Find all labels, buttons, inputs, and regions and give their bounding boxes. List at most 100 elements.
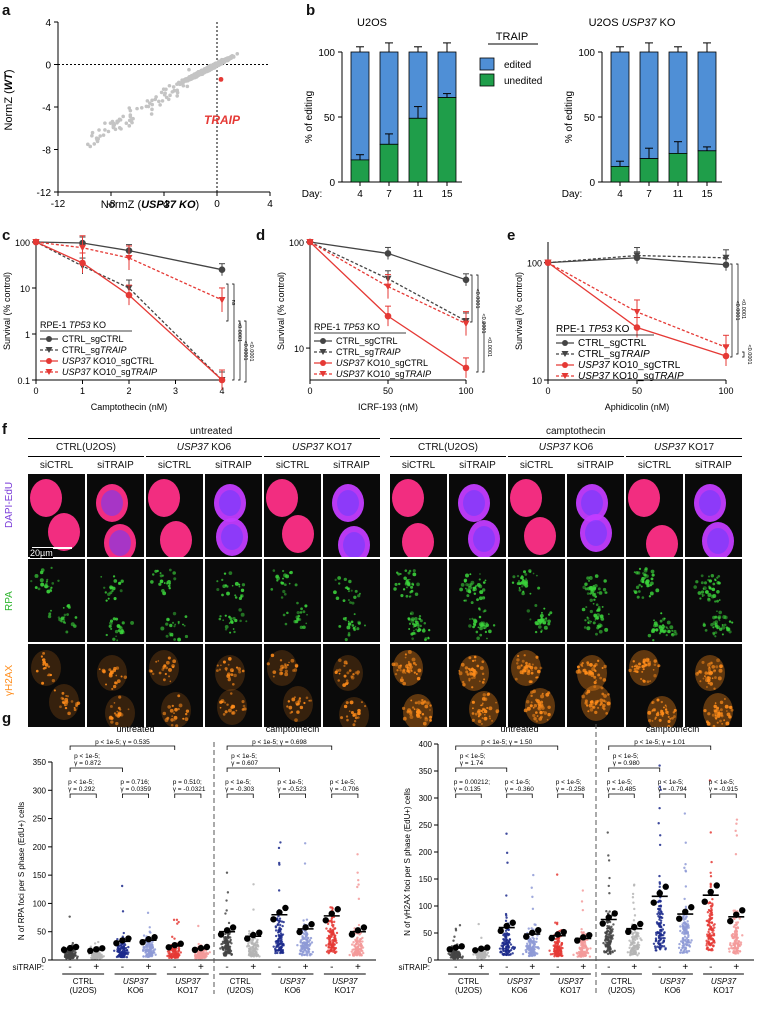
swarm-bracket (279, 793, 306, 798)
f-edu-signal (221, 524, 243, 550)
f-focus (543, 618, 548, 623)
f-focus (711, 713, 715, 717)
f-focus (344, 638, 348, 642)
f-focus (428, 629, 431, 632)
f-focus (221, 578, 224, 582)
f-focus (115, 681, 119, 685)
swarm-point (225, 871, 229, 874)
f-tile-svg (511, 650, 555, 724)
swarm-point (150, 955, 154, 958)
f-focus (594, 574, 599, 578)
f-focus (423, 700, 427, 704)
swarm-bracket (226, 793, 254, 798)
a-xtick-label: -4 (160, 199, 169, 210)
f-line-rule (28, 456, 144, 457)
f-focus (661, 715, 664, 717)
swarm-replicate-mean (244, 935, 251, 942)
f-cond-header: siCTRL (401, 460, 436, 471)
swarm-point (359, 940, 362, 943)
f-focus (40, 655, 44, 658)
f-focus (661, 626, 665, 630)
f-focus (286, 664, 289, 666)
swarm-point (117, 947, 121, 951)
swarm-point (64, 953, 68, 957)
f-focus (709, 670, 714, 675)
f-tile-svg (695, 655, 734, 727)
f-image-tile (146, 559, 203, 642)
a-gene-point (90, 133, 94, 138)
swarm-point (148, 953, 152, 956)
a-gene-point (115, 119, 119, 124)
f-focus (652, 668, 655, 671)
swarm-point (277, 935, 281, 938)
f-focus (351, 624, 355, 627)
surv-marker (384, 312, 392, 320)
f-focus (114, 629, 119, 634)
f-focus (419, 624, 422, 628)
f-focus (483, 627, 486, 630)
legend-tail: TRAIP (374, 347, 401, 357)
f-focus (335, 596, 340, 601)
f-focus (602, 587, 607, 592)
f-focus (715, 625, 718, 628)
f-tile-svg (391, 649, 433, 727)
f-focus (227, 677, 231, 682)
panel-label-g: g (2, 710, 12, 727)
f-focus (227, 656, 232, 661)
legend-tail: TRAIP (405, 369, 432, 379)
swarm-point (170, 956, 173, 959)
f-focus (642, 660, 646, 664)
f-focus (657, 665, 660, 668)
f-focus (730, 708, 734, 712)
panel-a-scatter: -12 -8 -4 0 440-4-8-12 TRAIP NormZ (USP37 KO… (3, 18, 273, 211)
b-xtick-label: 7 (646, 189, 652, 200)
swarm-point (195, 956, 198, 959)
f-focus (708, 662, 711, 665)
f-focus (539, 666, 543, 670)
f-focus (713, 687, 716, 690)
swarm-replicate-mean (191, 946, 199, 954)
f-focus (714, 702, 717, 704)
f-focus (534, 621, 537, 624)
a-ytick-label: 0 (45, 61, 51, 72)
swarm-point (276, 918, 279, 922)
swarm-bracket (174, 793, 202, 798)
f-image-tile (28, 559, 85, 642)
f-tile-svg (216, 571, 248, 634)
f-focus (729, 705, 733, 710)
f-cond-header: siCTRL (519, 460, 554, 471)
swarm-replicate-mean (66, 944, 74, 952)
surv-line-0 (35, 241, 223, 271)
f-focus (46, 674, 49, 677)
surv-line-3 (309, 241, 467, 325)
a-xtick-label: -12 (51, 199, 66, 210)
f-focus (593, 668, 596, 672)
swarm-point (301, 936, 305, 939)
f-focus (658, 625, 663, 629)
f-focus (471, 667, 474, 670)
f-focus (63, 702, 68, 707)
f-focus (666, 627, 669, 630)
swarm-point (226, 891, 230, 894)
f-focus (705, 678, 709, 683)
surv-legend-marker (561, 373, 569, 379)
surv-marker (633, 308, 641, 316)
f-focus (483, 609, 487, 613)
f-focus (486, 637, 488, 640)
f-focus (284, 622, 288, 626)
f-focus (113, 712, 117, 715)
f-focus (662, 630, 666, 634)
f-focus (595, 603, 599, 607)
f-focus (652, 639, 655, 642)
f-focus (424, 704, 429, 709)
f-focus (707, 682, 710, 685)
legend-title-part: KO (612, 324, 629, 335)
swarm-replicate-mean (217, 931, 225, 938)
surv-marker (125, 291, 133, 299)
surv-xtick-label: 0 (33, 386, 38, 396)
a-gene-point (187, 67, 191, 72)
legend-edited-label: edited (504, 60, 531, 71)
f-focus (703, 709, 707, 713)
